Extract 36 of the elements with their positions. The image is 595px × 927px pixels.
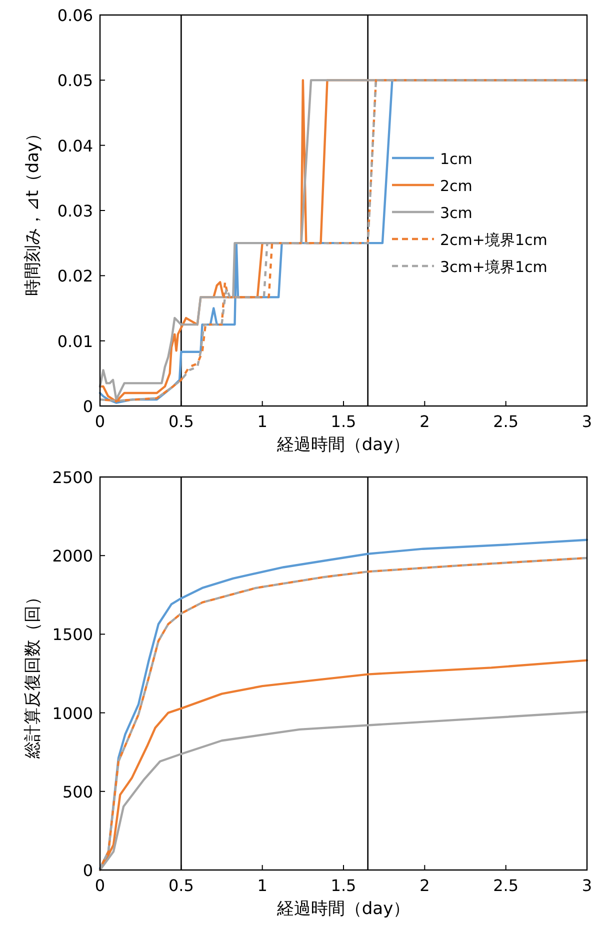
- x-tick-label: 0.5: [168, 876, 194, 895]
- legend-label: 2cm+境界1cm: [440, 231, 548, 249]
- x-axis-title: 経過時間（day）: [276, 435, 410, 455]
- x-tick-label: 1: [257, 412, 268, 431]
- x-tick-label: 0.5: [168, 412, 194, 431]
- legend-label: 2cm: [440, 177, 472, 195]
- y-tick-label: 1500: [52, 625, 93, 644]
- x-tick-label: 2: [420, 876, 430, 895]
- x-tick-label: 2.5: [493, 876, 519, 895]
- y-tick-label: 0.02: [57, 266, 93, 286]
- x-tick-label: 3: [582, 876, 592, 895]
- x-tick-label: 2.5: [493, 412, 519, 431]
- y-tick-label: 2000: [52, 546, 93, 566]
- y-tick-label: 0: [82, 397, 93, 416]
- x-tick-label: 1.5: [330, 876, 356, 895]
- x-tick-label: 1: [257, 876, 268, 895]
- y-axis-title: 総計算反復回数（回）: [23, 588, 43, 760]
- x-tick-label: 2: [420, 412, 430, 431]
- y-tick-label: 0.01: [57, 332, 93, 351]
- x-tick-label: 0: [94, 412, 106, 431]
- y-tick-label: 0.03: [57, 202, 93, 220]
- legend-label: 3cm: [440, 204, 472, 222]
- legend-label: 1cm: [440, 150, 472, 168]
- y-tick-label: 0.06: [57, 6, 93, 25]
- y-tick-label: 0.05: [57, 71, 93, 90]
- y-tick-label: 1000: [52, 704, 93, 723]
- y-tick-label: 2500: [52, 468, 93, 487]
- x-tick-label: 1.5: [330, 412, 356, 431]
- x-axis-title: 経過時間（day）: [276, 899, 410, 919]
- y-axis-title: 時間刻み，⊿t（day）: [23, 124, 43, 296]
- y-tick-label: 0: [82, 861, 93, 880]
- x-tick-label: 0: [94, 876, 106, 895]
- y-tick-label: 500: [62, 782, 93, 802]
- legend-label: 3cm+境界1cm: [440, 258, 548, 276]
- x-tick-label: 3: [582, 412, 592, 431]
- y-tick-label: 0.04: [57, 136, 93, 156]
